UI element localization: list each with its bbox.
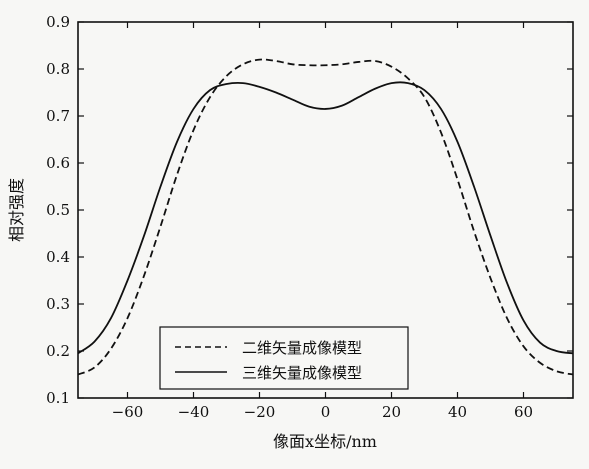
y-tick-label: 0.7	[46, 107, 70, 125]
y-tick-label: 0.2	[46, 342, 70, 360]
x-tick-label: −60	[112, 403, 144, 421]
x-tick-label: 0	[321, 403, 331, 421]
x-tick-label: −20	[244, 403, 276, 421]
y-tick-label: 0.1	[46, 389, 70, 407]
y-tick-label: 0.3	[46, 295, 70, 313]
series-layer	[77, 58, 574, 376]
x-tick-label: −40	[178, 403, 210, 421]
y-tick-label: 0.4	[46, 248, 70, 266]
series-line-2d	[77, 58, 574, 376]
series-line-3d	[77, 81, 574, 355]
legend-label-3d: 三维矢量成像模型	[242, 364, 362, 382]
x-tick-label: 40	[448, 403, 467, 421]
x-axis-title: 像面x坐标/nm	[273, 432, 377, 451]
x-tick-label: 20	[382, 403, 401, 421]
y-tick-label: 0.5	[46, 201, 70, 219]
y-tick-label: 0.8	[46, 60, 70, 78]
y-axis-title: 相对强度	[7, 178, 26, 242]
y-axis: 0.1 0.2 0.3 0.4 0.5 0.6 0.7 0.8 0.9	[46, 13, 573, 407]
x-tick-label: 60	[514, 403, 533, 421]
x-axis: −60 −40 −20 0 20 40 60	[112, 22, 533, 421]
y-tick-label: 0.9	[46, 13, 70, 31]
y-tick-label: 0.6	[46, 154, 70, 172]
legend: 二维矢量成像模型 三维矢量成像模型	[159, 326, 409, 390]
legend-box	[159, 326, 409, 390]
legend-label-2d: 二维矢量成像模型	[242, 339, 362, 357]
